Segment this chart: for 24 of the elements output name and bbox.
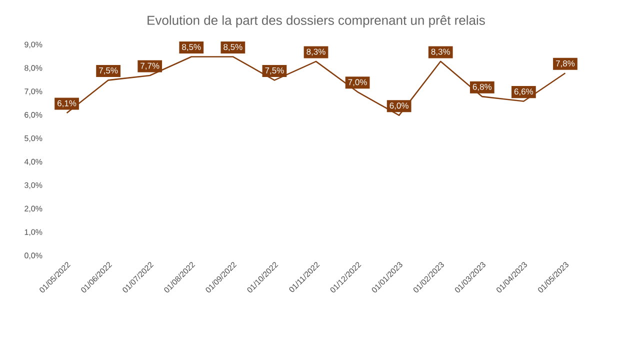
data-label: 7,8%	[556, 60, 575, 68]
y-tick-label: 4,0%	[24, 158, 42, 166]
y-tick-label: 1,0%	[24, 229, 42, 236]
data-label: 6,6%	[514, 88, 534, 96]
data-label: 7,7%	[140, 62, 160, 70]
data-label: 6,8%	[472, 84, 492, 91]
data-label: 7,5%	[265, 67, 284, 74]
data-label: 8,3%	[431, 48, 450, 56]
y-tick-label: 0,0%	[24, 252, 42, 260]
y-tick-label: 2,0%	[24, 206, 42, 212]
data-label: 7,0%	[348, 79, 367, 86]
data-label: 8,3%	[306, 48, 326, 56]
y-tick-label: 5,0%	[24, 135, 42, 142]
y-tick-label: 7,0%	[24, 88, 42, 96]
data-label: 8,5%	[182, 44, 201, 52]
y-tick-label: 6,0%	[24, 112, 42, 119]
y-tick-label: 9,0%	[24, 42, 42, 48]
data-label: 7,5%	[99, 67, 118, 74]
data-label: 6,0%	[390, 102, 408, 110]
y-tick-label: 8,0%	[24, 65, 42, 72]
data-label: 8,5%	[224, 44, 242, 52]
data-label: 6,1%	[58, 100, 76, 108]
y-tick-label: 3,0%	[24, 182, 42, 189]
chart-title: Evolution de la part des dossiers comprenant un prêt relais	[148, 15, 485, 28]
